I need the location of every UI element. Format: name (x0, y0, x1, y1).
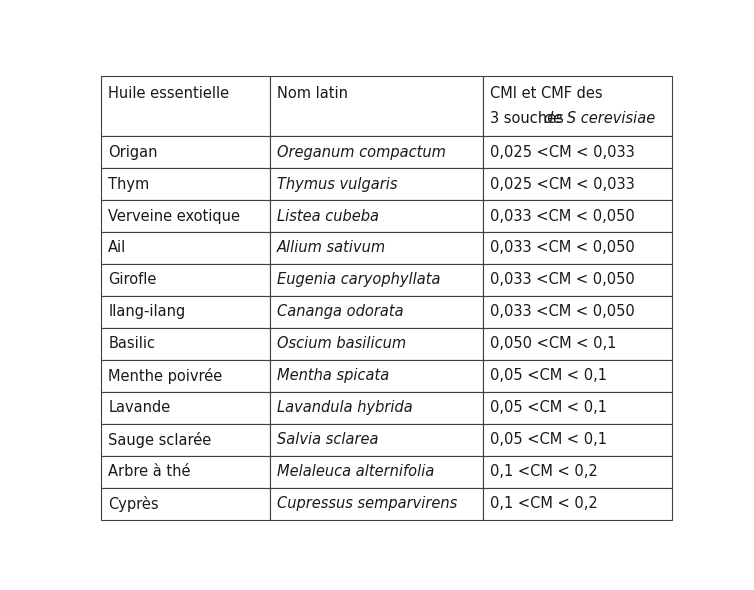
Bar (101, 328, 269, 360)
Text: Cyprès: Cyprès (109, 496, 159, 512)
Text: Oscium basilicum: Oscium basilicum (277, 336, 406, 352)
Bar (269, 168, 483, 200)
Bar (483, 424, 672, 455)
Text: Lavandula hybrida: Lavandula hybrida (277, 400, 412, 415)
Bar (483, 168, 672, 200)
Text: Sauge sclarée: Sauge sclarée (109, 432, 212, 448)
Text: 0,050 <CM < 0,1: 0,050 <CM < 0,1 (490, 336, 617, 352)
Text: 0,05 <CM < 0,1: 0,05 <CM < 0,1 (490, 432, 608, 447)
Text: Cupressus semparvirens: Cupressus semparvirens (277, 496, 457, 511)
Text: Cananga odorata: Cananga odorata (277, 304, 403, 319)
Text: Origan: Origan (109, 145, 158, 159)
Bar (269, 264, 483, 296)
Bar (483, 136, 672, 168)
Bar (101, 232, 269, 264)
Bar (269, 455, 483, 488)
Text: 0,05 <CM < 0,1: 0,05 <CM < 0,1 (490, 368, 608, 384)
Bar (483, 76, 672, 136)
Bar (269, 328, 483, 360)
Text: Listea cubeba: Listea cubeba (277, 208, 379, 224)
Text: 0,025 <CM < 0,033: 0,025 <CM < 0,033 (490, 145, 635, 159)
Text: 0,025 <CM < 0,033: 0,025 <CM < 0,033 (490, 176, 635, 192)
Text: 0,033 <CM < 0,050: 0,033 <CM < 0,050 (490, 273, 635, 287)
Bar (269, 76, 483, 136)
Bar (483, 360, 672, 392)
Bar (101, 392, 269, 424)
Text: Salvia sclarea: Salvia sclarea (277, 432, 378, 447)
Bar (101, 424, 269, 455)
Bar (269, 488, 483, 520)
Text: Thym: Thym (109, 176, 149, 192)
Bar (483, 392, 672, 424)
Bar (483, 296, 672, 328)
Bar (269, 296, 483, 328)
Text: CMI et CMF des: CMI et CMF des (490, 86, 603, 101)
Bar (483, 488, 672, 520)
Text: Oreganum compactum: Oreganum compactum (277, 145, 446, 159)
Text: 0,05 <CM < 0,1: 0,05 <CM < 0,1 (490, 400, 608, 415)
Text: Lavande: Lavande (109, 400, 170, 415)
Bar (101, 264, 269, 296)
Bar (101, 360, 269, 392)
Bar (101, 136, 269, 168)
Bar (483, 455, 672, 488)
Bar (269, 136, 483, 168)
Text: Allium sativum: Allium sativum (277, 241, 385, 255)
Bar (269, 424, 483, 455)
Text: de S cerevisiae: de S cerevisiae (544, 111, 655, 126)
Bar (269, 200, 483, 232)
Bar (101, 168, 269, 200)
Bar (483, 264, 672, 296)
Bar (101, 296, 269, 328)
Text: Girofle: Girofle (109, 273, 157, 287)
Text: Mentha spicata: Mentha spicata (277, 368, 389, 384)
Text: Thymus vulgaris: Thymus vulgaris (277, 176, 397, 192)
Bar (101, 76, 269, 136)
Text: Menthe poivrée: Menthe poivrée (109, 368, 222, 384)
Text: 3 souches: 3 souches (490, 111, 569, 126)
Text: Arbre à thé: Arbre à thé (109, 464, 191, 479)
Bar (101, 488, 269, 520)
Text: Ail: Ail (109, 241, 127, 255)
Bar (269, 232, 483, 264)
Text: 0,1 <CM < 0,2: 0,1 <CM < 0,2 (490, 464, 598, 479)
Bar (101, 455, 269, 488)
Text: Melaleuca alternifolia: Melaleuca alternifolia (277, 464, 434, 479)
Bar (101, 200, 269, 232)
Text: Verveine exotique: Verveine exotique (109, 208, 241, 224)
Bar (269, 392, 483, 424)
Text: Huile essentielle: Huile essentielle (109, 86, 229, 101)
Bar (483, 200, 672, 232)
Text: 0,033 <CM < 0,050: 0,033 <CM < 0,050 (490, 304, 635, 319)
Text: Ilang-ilang: Ilang-ilang (109, 304, 185, 319)
Text: Basilic: Basilic (109, 336, 155, 352)
Text: Nom latin: Nom latin (277, 86, 348, 101)
Text: 0,033 <CM < 0,050: 0,033 <CM < 0,050 (490, 208, 635, 224)
Text: Eugenia caryophyllata: Eugenia caryophyllata (277, 273, 440, 287)
Text: 0,033 <CM < 0,050: 0,033 <CM < 0,050 (490, 241, 635, 255)
Text: 0,1 <CM < 0,2: 0,1 <CM < 0,2 (490, 496, 598, 511)
Bar (269, 360, 483, 392)
Bar (483, 232, 672, 264)
Bar (483, 328, 672, 360)
